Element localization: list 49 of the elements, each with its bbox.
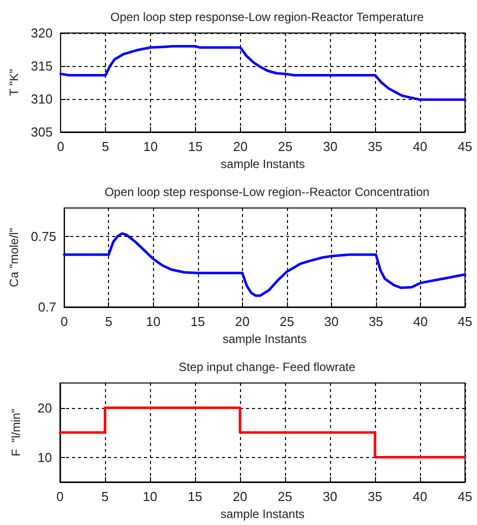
chart-title: Open loop step response-Low region--Reactor Concentration [104,185,430,199]
x-tick-label: 45 [458,139,472,154]
x-tick-label: 35 [368,489,382,504]
y-tick-label: 310 [30,92,53,106]
chart-title: Step input change- Feed flowrate [178,360,356,374]
x-tick-label: 40 [413,314,428,329]
line-series [59,44,466,101]
x-axis-title: sample Instants [220,157,305,171]
x-tick-label: 20 [235,314,250,329]
x-tick-label: 5 [101,489,109,504]
x-tick-label: 15 [190,314,206,329]
x-tick-label: 0 [56,489,64,504]
x-tick-label: 35 [368,139,382,154]
line-series [62,232,466,297]
x-tick-label: 45 [458,489,472,504]
x-tick-label: 15 [188,489,202,504]
y-tick-label: 315 [30,58,53,74]
x-tick-label: 30 [322,139,338,154]
x-tick-label: 5 [105,314,112,329]
x-tick-label: 45 [458,314,472,329]
y-axis-title: Ca "mole/l" [7,228,21,288]
x-tick-label: 25 [278,489,292,504]
x-tick-label: 25 [278,139,292,154]
y-tick-label: 0.75 [30,228,56,244]
x-tick-label: 0 [60,314,68,329]
x-tick-label: 0 [56,139,64,154]
x-axis-title: sample Instants [222,332,307,346]
x-tick-label: 25 [280,314,294,329]
x-tick-label: 10 [143,139,158,154]
x-tick-label: 10 [142,489,158,504]
x-tick-label: 40 [412,139,428,154]
x-tick-label: 5 [102,139,110,154]
y-axis-title: T "K" [7,69,21,96]
y-tick-label: 305 [30,124,53,140]
x-axis-title: sample Instants [220,507,305,521]
y-tick-label: 10 [38,450,52,465]
y-tick-label: 0.7 [38,300,56,314]
x-tick-label: 35 [368,314,384,329]
chart-title: Open loop step response-Low region-Reactor Temperature [110,10,424,24]
x-tick-label: 20 [232,489,248,504]
y-tick-label: 320 [30,26,53,40]
y-axis-title: F "l/min" [9,408,23,456]
y-tick-label: 20 [38,400,52,416]
x-tick-label: 40 [412,489,428,504]
x-tick-label: 10 [146,314,160,329]
x-tick-label: 15 [188,139,203,154]
x-tick-label: 20 [233,139,248,154]
x-tick-label: 30 [322,489,338,504]
x-tick-label: 30 [324,314,339,329]
